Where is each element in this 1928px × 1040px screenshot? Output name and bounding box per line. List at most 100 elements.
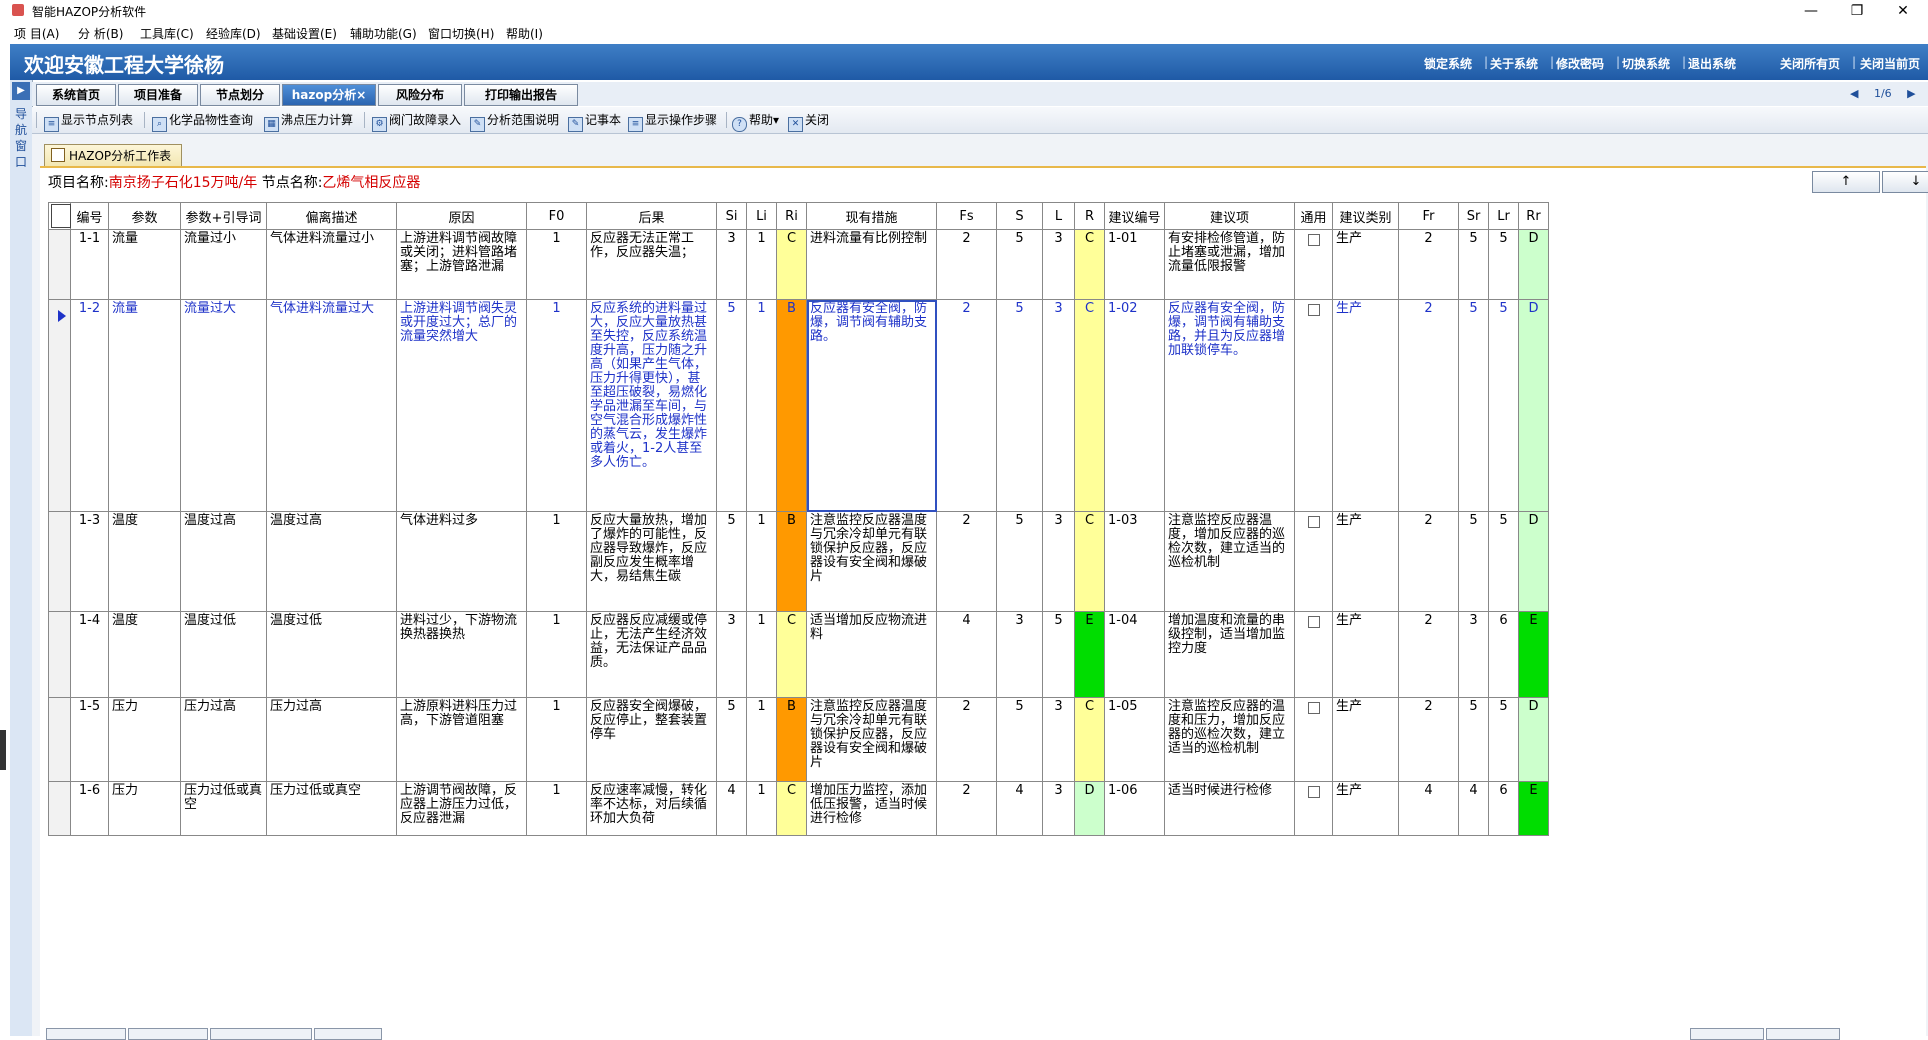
- cell-id[interactable]: 1-4: [70, 611, 109, 698]
- tab-node-division[interactable]: 节点划分: [200, 84, 280, 106]
- cell-f0[interactable]: 1: [526, 511, 587, 612]
- cell-si[interactable]: 5: [716, 697, 747, 782]
- row-indicator[interactable]: [48, 229, 71, 300]
- cell-sug[interactable]: 反应器有安全阀，防爆，调节阀有辅助支路，并且为反应器增加联锁停车。: [1164, 299, 1295, 512]
- select-all-checkbox[interactable]: [51, 204, 71, 228]
- tab-print-report[interactable]: 打印输出报告: [464, 84, 578, 106]
- tab-home[interactable]: 系统首页: [36, 84, 116, 106]
- cell-ri[interactable]: B: [776, 299, 807, 512]
- cell-sr[interactable]: 5: [1458, 229, 1489, 300]
- cell-cause[interactable]: 上游原料进料压力过高，下游管道阻塞: [396, 697, 527, 782]
- cell-cons[interactable]: 反应速率减慢，转化率不达标，对后续循环加大负荷: [586, 781, 717, 836]
- cell-sid[interactable]: 1-03: [1104, 511, 1165, 612]
- col-header[interactable]: 参数: [108, 202, 181, 230]
- col-header[interactable]: 后果: [586, 202, 717, 230]
- cell-rr[interactable]: E: [1518, 781, 1549, 836]
- cell-fr[interactable]: 2: [1398, 511, 1459, 612]
- cell-type[interactable]: 生产: [1332, 229, 1399, 300]
- change-password-link[interactable]: 修改密码: [1556, 57, 1605, 71]
- cell-param[interactable]: 流量: [108, 229, 181, 300]
- cell-rr[interactable]: E: [1518, 611, 1549, 698]
- cell-measures[interactable]: 反应器有安全阀，防爆，调节阀有辅助支路。: [806, 299, 937, 512]
- row-indicator[interactable]: [48, 697, 71, 782]
- cell-guide[interactable]: 流量过小: [180, 229, 267, 300]
- doc-tab-hazop-worksheet[interactable]: HAZOP分析工作表: [44, 144, 182, 167]
- cell-id[interactable]: 1-2: [70, 299, 109, 512]
- cell-param[interactable]: 温度: [108, 611, 181, 698]
- cell-dev[interactable]: 气体进料流量过小: [266, 229, 397, 300]
- cell-lr[interactable]: 5: [1488, 511, 1519, 612]
- cell-cause[interactable]: 上游进料调节阀失灵或开度过大；总厂的流量突然增大: [396, 299, 527, 512]
- table-row[interactable]: 1-4 温度 温度过低 温度过低 进料过少，下游物流换热器换热 1 反应器反应减缓或停止，无…: [48, 611, 1549, 698]
- col-header[interactable]: 建议类别: [1332, 202, 1399, 230]
- col-header[interactable]: 原因: [396, 202, 527, 230]
- table-row[interactable]: 1-2 流量 流量过大 气体进料流量过大 上游进料调节阀失灵或开度过大；总厂的流量突然增…: [48, 299, 1549, 512]
- col-header[interactable]: 参数+引导词: [180, 202, 267, 230]
- cell-r[interactable]: C: [1074, 229, 1105, 300]
- cell-sug[interactable]: 增加温度和流量的串级控制，适当增加监控力度: [1164, 611, 1295, 698]
- menu-item-help[interactable]: 帮助(I): [506, 27, 543, 41]
- cell-s[interactable]: 4: [996, 781, 1043, 836]
- cell-guide[interactable]: 压力过高: [180, 697, 267, 782]
- common-checkbox[interactable]: [1308, 786, 1320, 798]
- bottom-button[interactable]: [1766, 1028, 1840, 1040]
- row-indicator[interactable]: [48, 299, 71, 512]
- cell-dev[interactable]: 温度过高: [266, 511, 397, 612]
- col-header[interactable]: F0: [526, 202, 587, 230]
- cell-measures[interactable]: 注意监控反应器温度与冗余冷却单元有联锁保护反应器，反应器设有安全阀和爆破片: [806, 697, 937, 782]
- cell-lr[interactable]: 5: [1488, 229, 1519, 300]
- cell-id[interactable]: 1-5: [70, 697, 109, 782]
- cell-fs[interactable]: 2: [936, 781, 997, 836]
- expand-nav-icon[interactable]: ▶: [12, 82, 30, 100]
- cell-s[interactable]: 5: [996, 229, 1043, 300]
- cell-si[interactable]: 3: [716, 611, 747, 698]
- cell-type[interactable]: 生产: [1332, 511, 1399, 612]
- cell-param[interactable]: 温度: [108, 511, 181, 612]
- cell-measures[interactable]: 适当增加反应物流进料: [806, 611, 937, 698]
- cell-common[interactable]: [1294, 299, 1333, 512]
- chemical-property-button[interactable]: ⌕ 化学品物性查询: [152, 111, 253, 132]
- cell-cons[interactable]: 反应器反应减缓或停止，无法产生经济效益，无法保证产品品质。: [586, 611, 717, 698]
- cell-cons[interactable]: 反应大量放热，增加了爆炸的可能性，反应器导致爆炸，反应副反应发生概率增大，易结焦…: [586, 511, 717, 612]
- about-system-link[interactable]: 关于系统: [1490, 57, 1539, 71]
- cell-param[interactable]: 压力: [108, 697, 181, 782]
- cell-l[interactable]: 3: [1042, 697, 1075, 782]
- menu-item-window[interactable]: 窗口切换(H): [428, 27, 495, 41]
- cell-si[interactable]: 4: [716, 781, 747, 836]
- col-header[interactable]: 建议项: [1164, 202, 1295, 230]
- common-checkbox[interactable]: [1308, 516, 1320, 528]
- cell-si[interactable]: 5: [716, 511, 747, 612]
- cell-param[interactable]: 流量: [108, 299, 181, 512]
- cell-sr[interactable]: 4: [1458, 781, 1489, 836]
- cell-id[interactable]: 1-1: [70, 229, 109, 300]
- move-down-button[interactable]: ↓: [1882, 171, 1928, 193]
- cell-type[interactable]: 生产: [1332, 697, 1399, 782]
- cell-li[interactable]: 1: [746, 299, 777, 512]
- table-row[interactable]: 1-3 温度 温度过高 温度过高 气体进料过多 1 反应大量放热，增加了爆炸的可能性，反应器…: [48, 511, 1549, 612]
- cell-lr[interactable]: 5: [1488, 299, 1519, 512]
- cell-measures[interactable]: 增加压力监控，添加低压报警，适当时候进行检修: [806, 781, 937, 836]
- cell-cons[interactable]: 反应系统的进料量过大，反应大量放热甚至失控，反应系统温度升高，压力随之升高（如果…: [586, 299, 717, 512]
- cell-guide[interactable]: 压力过低或真空: [180, 781, 267, 836]
- menu-item-project[interactable]: 项 目(A): [14, 27, 60, 41]
- bottom-button[interactable]: [314, 1028, 382, 1040]
- select-all-header[interactable]: [48, 202, 71, 230]
- tab-risk-distribution[interactable]: 风险分布: [378, 84, 462, 106]
- valve-fault-button[interactable]: ⚙ 阀门故障录入: [372, 111, 461, 132]
- row-indicator[interactable]: [48, 781, 71, 836]
- cell-guide[interactable]: 温度过高: [180, 511, 267, 612]
- cell-fr[interactable]: 2: [1398, 229, 1459, 300]
- col-header[interactable]: 编号: [70, 202, 109, 230]
- cell-sug[interactable]: 有安排检修管道，防止堵塞或泄漏，增加流量低限报警: [1164, 229, 1295, 300]
- cell-common[interactable]: [1294, 229, 1333, 300]
- cell-sid[interactable]: 1-04: [1104, 611, 1165, 698]
- cell-sug[interactable]: 适当时候进行检修: [1164, 781, 1295, 836]
- cell-fr[interactable]: 2: [1398, 299, 1459, 512]
- bottom-button[interactable]: [1690, 1028, 1764, 1040]
- close-toolbar-button[interactable]: ✕ 关闭: [788, 111, 829, 132]
- cell-common[interactable]: [1294, 781, 1333, 836]
- cell-l[interactable]: 3: [1042, 229, 1075, 300]
- menu-item-settings[interactable]: 基础设置(E): [272, 27, 337, 41]
- cell-s[interactable]: 5: [996, 299, 1043, 512]
- cell-fs[interactable]: 2: [936, 511, 997, 612]
